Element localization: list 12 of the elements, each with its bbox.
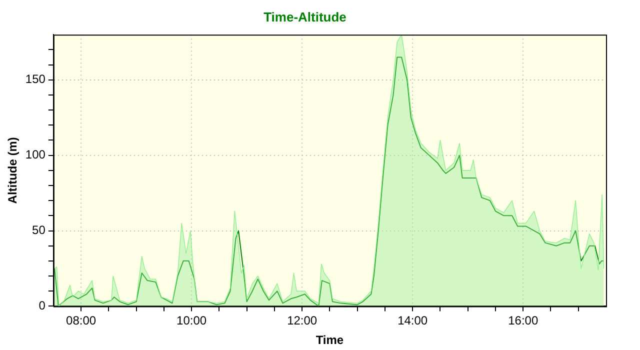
y-tick-label: 0 [38,298,46,313]
y-tick-label: 100 [25,148,46,162]
x-tick-label: 08:00 [66,314,96,328]
chart-title: Time-Altitude [264,9,346,24]
y-tick-label: 150 [25,72,46,86]
x-tick-label: 10:00 [176,314,207,328]
x-tick-label: 14:00 [398,314,428,328]
y-tick-label: 50 [32,223,46,238]
x-axis-title: Time [316,333,344,348]
x-tick-label: 16:00 [508,314,538,328]
x-tick-label: 12:00 [287,314,318,328]
y-axis-title: Altitude (m) [6,137,20,204]
